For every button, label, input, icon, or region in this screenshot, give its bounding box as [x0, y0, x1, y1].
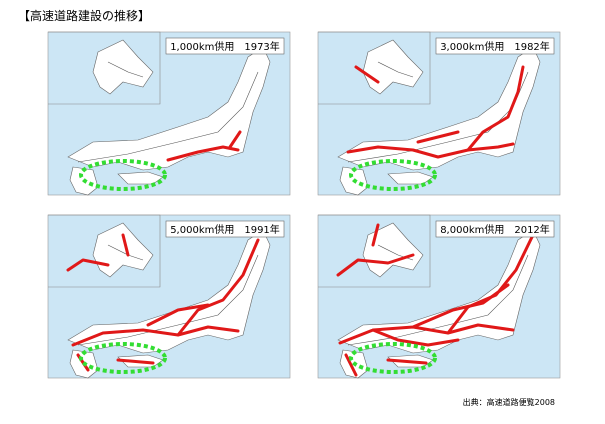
- panel-label: 3,000km供用 1982年: [440, 40, 550, 53]
- panel-label: 1,000km供用 1973年: [170, 40, 280, 53]
- map-panel: 3,000km供用 1982年: [317, 31, 561, 196]
- panel-label: 8,000km供用 2012年: [440, 223, 550, 236]
- map-panel: 1,000km供用 1973年: [47, 31, 291, 196]
- map-panel: 5,000km供用 1991年: [47, 214, 291, 379]
- panel-label: 5,000km供用 1991年: [170, 223, 280, 236]
- map-panel: 8,000km供用 2012年: [317, 214, 561, 379]
- title: 【高速道路建設の推移】: [18, 8, 150, 23]
- source-note: 出典：高速道路便覧2008: [463, 397, 555, 407]
